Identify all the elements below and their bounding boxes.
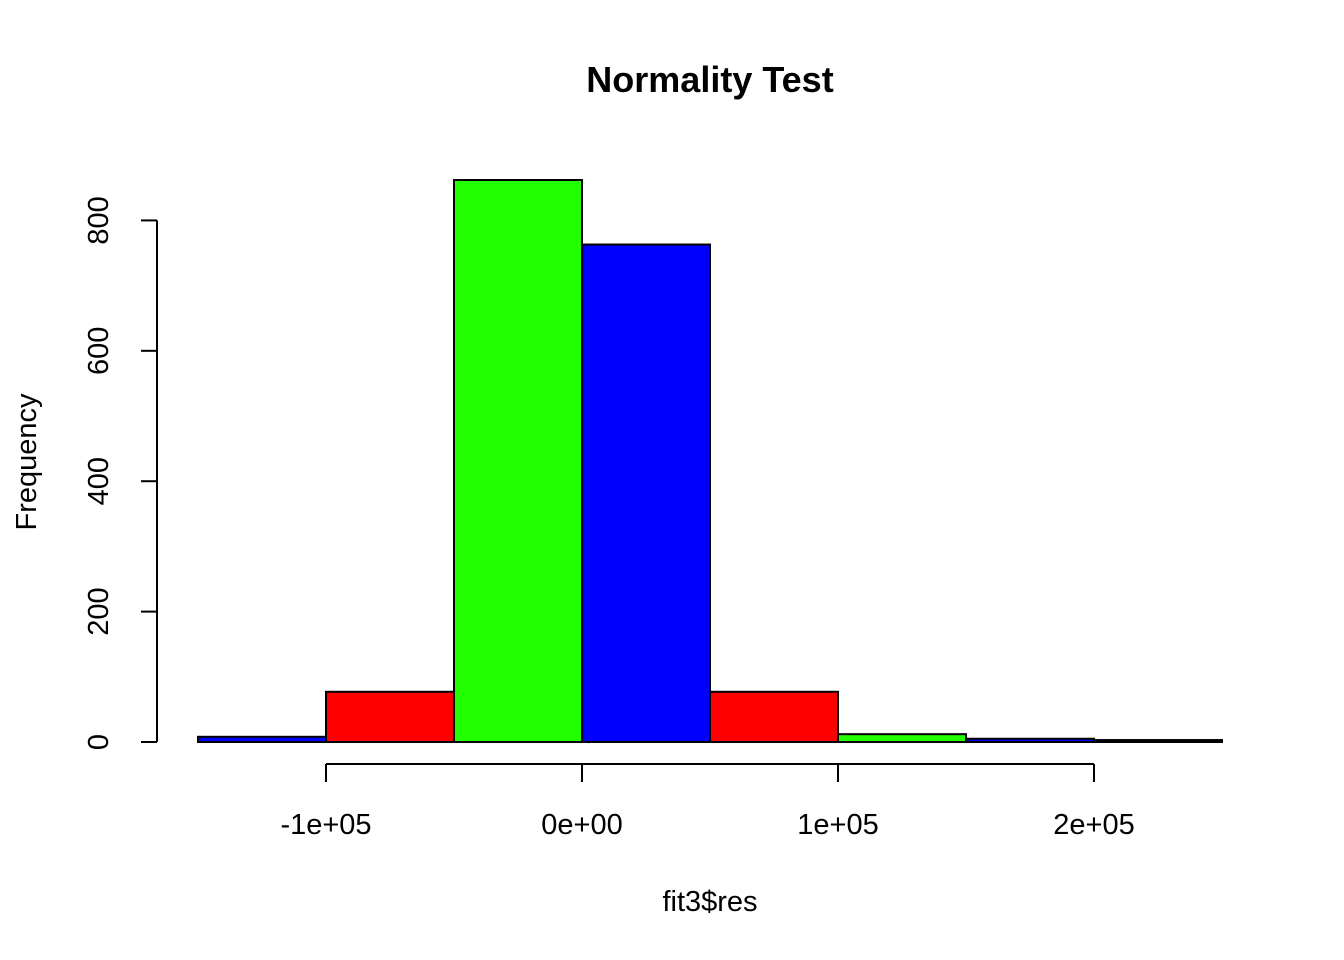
histogram-bar-2	[325, 690, 455, 744]
histogram-bar-4	[581, 243, 711, 743]
x-tick-label: 1e+05	[797, 809, 878, 841]
histogram-bar-3	[453, 179, 583, 743]
x-axis: -1e+05 0e+00 1e+05 2e+05	[280, 763, 1135, 841]
histogram-bar-7	[965, 737, 1095, 743]
histogram-bar-5	[709, 690, 839, 744]
y-tick-label: 800	[83, 196, 115, 244]
x-tick-label: -1e+05	[280, 809, 371, 841]
chart-title: Normality Test	[586, 59, 833, 100]
y-axis: 0 200 400 600 800	[83, 196, 158, 750]
x-tick-label: 0e+00	[541, 809, 622, 841]
histogram-bars	[197, 179, 1223, 744]
histogram-bar-8	[1093, 739, 1223, 743]
y-tick-label: 200	[83, 587, 115, 635]
histogram-bar-6	[837, 733, 967, 743]
y-tick-label: 600	[83, 327, 115, 375]
y-tick-label: 400	[83, 457, 115, 505]
x-tick-label: 2e+05	[1053, 809, 1134, 841]
y-tick-label: 0	[83, 734, 115, 750]
histogram-bar-1	[197, 735, 327, 744]
x-axis-label: fit3$res	[662, 886, 757, 918]
y-axis-label: Frequency	[11, 393, 43, 531]
